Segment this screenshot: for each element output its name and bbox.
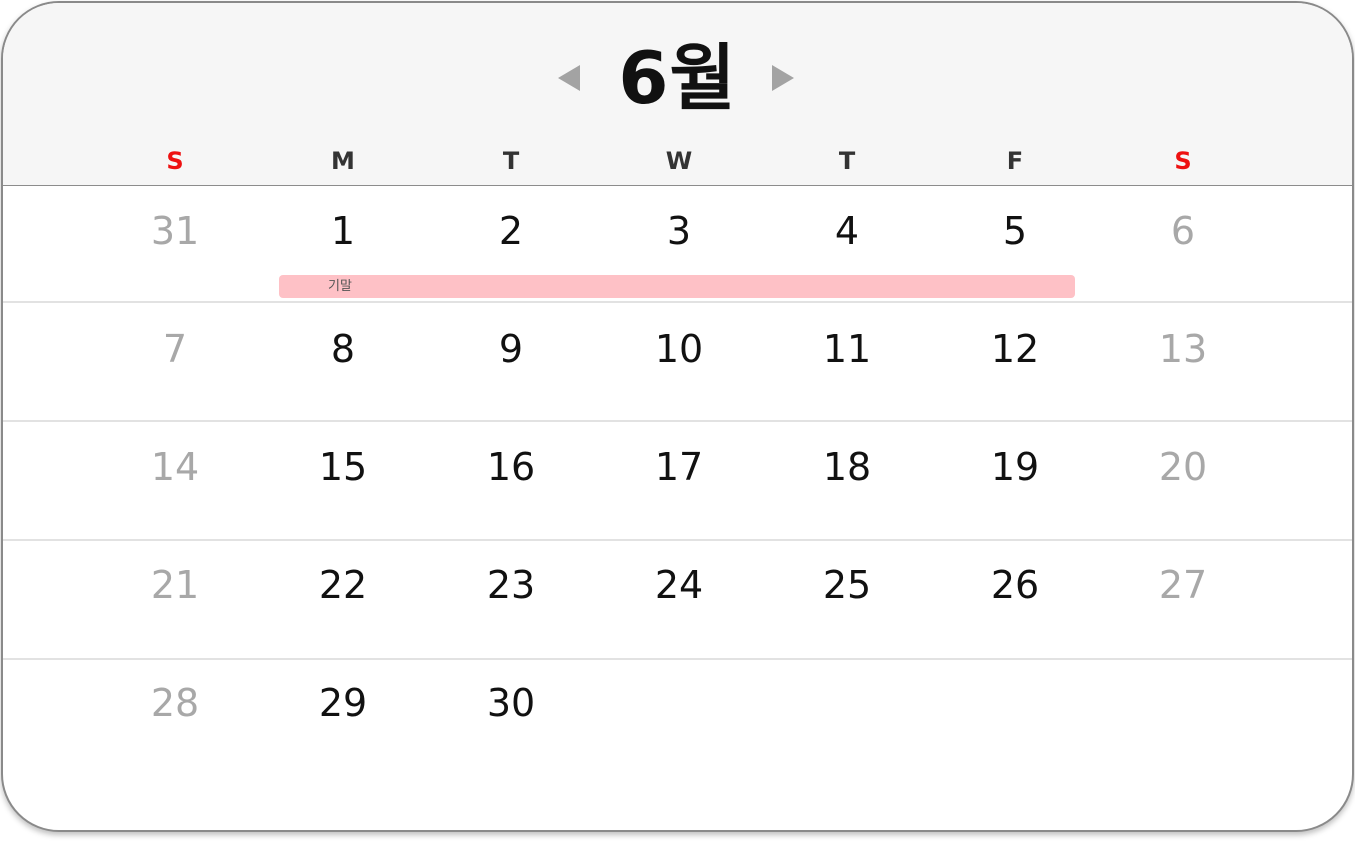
day-cell[interactable]: 20 bbox=[1158, 445, 1208, 489]
weekday-tuesday: T bbox=[502, 147, 520, 175]
event-bar[interactable]: 기말 bbox=[279, 275, 1075, 298]
day-cell[interactable]: 2 bbox=[498, 209, 524, 253]
day-cell[interactable]: 27 bbox=[1158, 563, 1208, 607]
day-cell[interactable]: 17 bbox=[654, 445, 704, 489]
day-cell[interactable]: 9 bbox=[498, 327, 524, 371]
day-cell[interactable]: 21 bbox=[150, 563, 200, 607]
next-month-button[interactable] bbox=[765, 61, 799, 95]
weekday-sunday: S bbox=[166, 147, 184, 175]
day-cell[interactable]: 8 bbox=[330, 327, 356, 371]
prev-month-button[interactable] bbox=[553, 61, 587, 95]
day-cell[interactable]: 6 bbox=[1170, 209, 1196, 253]
weekday-monday: M bbox=[331, 147, 355, 175]
weekday-saturday: S bbox=[1174, 147, 1192, 175]
calendar-header: 6월 S M T W T F S bbox=[3, 3, 1352, 186]
triangle-right-icon bbox=[772, 65, 794, 91]
row-divider bbox=[3, 658, 1352, 660]
row-divider bbox=[3, 301, 1352, 303]
day-cell[interactable]: 4 bbox=[834, 209, 860, 253]
triangle-left-icon bbox=[558, 65, 580, 91]
day-cell[interactable]: 5 bbox=[1002, 209, 1028, 253]
day-cell[interactable]: 22 bbox=[318, 563, 368, 607]
day-cell[interactable]: 18 bbox=[822, 445, 872, 489]
day-cell[interactable]: 24 bbox=[654, 563, 704, 607]
weekday-friday: F bbox=[1006, 147, 1024, 175]
day-cell[interactable]: 16 bbox=[486, 445, 536, 489]
day-cell[interactable]: 26 bbox=[990, 563, 1040, 607]
day-cell[interactable]: 1 bbox=[330, 209, 356, 253]
calendar-card: 6월 S M T W T F S 기말 31 1 2 3 4 5 6 7 8 9… bbox=[1, 1, 1354, 832]
weekday-wednesday: W bbox=[665, 147, 693, 175]
day-cell[interactable]: 10 bbox=[654, 327, 704, 371]
day-cell[interactable]: 23 bbox=[486, 563, 536, 607]
event-label: 기말 bbox=[328, 279, 352, 294]
day-cell[interactable]: 29 bbox=[318, 681, 368, 725]
day-cell[interactable]: 28 bbox=[150, 681, 200, 725]
row-divider bbox=[3, 539, 1352, 541]
day-cell[interactable]: 15 bbox=[318, 445, 368, 489]
day-cell[interactable]: 13 bbox=[1158, 327, 1208, 371]
day-cell[interactable]: 12 bbox=[990, 327, 1040, 371]
row-divider bbox=[3, 420, 1352, 422]
day-cell[interactable]: 31 bbox=[150, 209, 200, 253]
day-cell[interactable]: 3 bbox=[666, 209, 692, 253]
weekday-thursday: T bbox=[838, 147, 856, 175]
day-cell[interactable]: 19 bbox=[990, 445, 1040, 489]
day-cell[interactable]: 14 bbox=[150, 445, 200, 489]
day-cell[interactable]: 30 bbox=[486, 681, 536, 725]
day-cell[interactable]: 7 bbox=[162, 327, 188, 371]
day-cell[interactable]: 11 bbox=[822, 327, 872, 371]
day-cell[interactable]: 25 bbox=[822, 563, 872, 607]
month-title: 6월 bbox=[618, 36, 737, 120]
